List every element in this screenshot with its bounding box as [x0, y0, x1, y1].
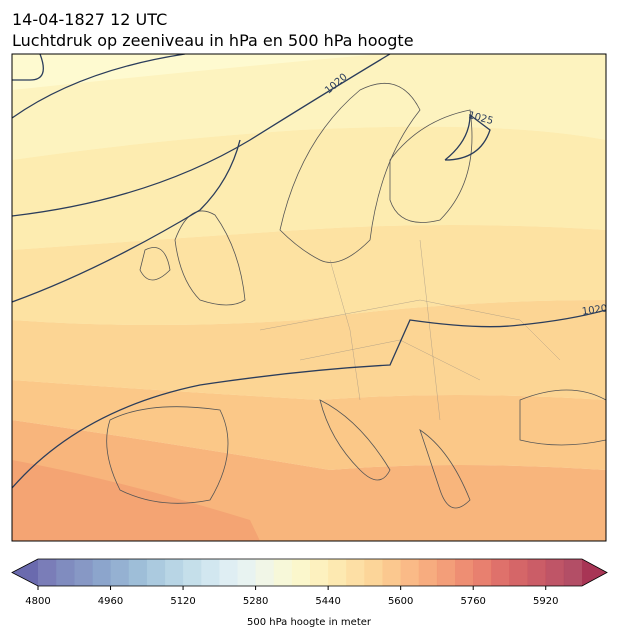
colorbar-over — [582, 559, 607, 586]
colorbar-bin — [237, 559, 256, 586]
colorbar-tick-label: 5920 — [533, 596, 558, 607]
colorbar-bin — [92, 559, 111, 586]
colorbar-bin — [219, 559, 238, 586]
colorbar-tick-label: 4960 — [98, 596, 123, 607]
colorbar: 4800 4960 5120 5280 5440 5600 5760 5920 — [11, 558, 608, 607]
colorbar-tick-label: 5600 — [388, 596, 413, 607]
colorbar-bin — [146, 559, 166, 586]
colorbar-bin — [418, 559, 438, 586]
colorbar-bin — [491, 559, 510, 586]
colorbar-bin — [38, 559, 57, 586]
colorbar-bin — [110, 559, 129, 586]
map: 1020 1025 1020 — [12, 54, 608, 541]
colorbar-bin — [56, 559, 75, 586]
colorbar-bin — [310, 559, 329, 586]
colorbar-bin — [527, 559, 547, 586]
colorbar-bin — [201, 559, 220, 586]
colorbar-bin — [346, 559, 365, 586]
colorbar-bin — [164, 559, 184, 586]
colorbar-bin — [273, 559, 293, 586]
colorbar-label: 500 hPa hoogte in meter — [247, 617, 372, 628]
colorbar-bin — [563, 559, 583, 586]
colorbar-outline — [11, 558, 608, 587]
colorbar-bin — [400, 559, 420, 586]
colorbar-tick-label: 5760 — [460, 596, 485, 607]
colorbar-bin — [128, 559, 148, 586]
colorbar-bin — [74, 559, 93, 586]
colorbar-bin — [436, 559, 456, 586]
colorbar-bin — [183, 559, 202, 586]
map-frame — [11, 53, 607, 542]
colorbar-bin — [455, 559, 474, 586]
title: 14-04-1827 12 UTC — [12, 10, 167, 29]
colorbar-tick-label: 5440 — [315, 596, 340, 607]
colorbar-under — [12, 559, 38, 586]
colorbar-bin — [509, 559, 528, 586]
colorbar-tick-label: 4800 — [25, 596, 50, 607]
isobar-label: 1020 — [581, 303, 608, 317]
colorbar-bin — [255, 559, 275, 586]
colorbar-tick-label: 5120 — [170, 596, 195, 607]
colorbar-tick-label: 5280 — [243, 596, 268, 607]
colorbar-bin — [364, 559, 383, 586]
colorbar-bin — [328, 559, 347, 586]
colorbar-bin — [291, 559, 311, 586]
colorbar-bin — [473, 559, 492, 586]
colorbar-bin — [382, 559, 401, 586]
colorbar-bin — [545, 559, 565, 586]
subtitle: Luchtdruk op zeeniveau in hPa en 500 hPa… — [12, 31, 414, 50]
